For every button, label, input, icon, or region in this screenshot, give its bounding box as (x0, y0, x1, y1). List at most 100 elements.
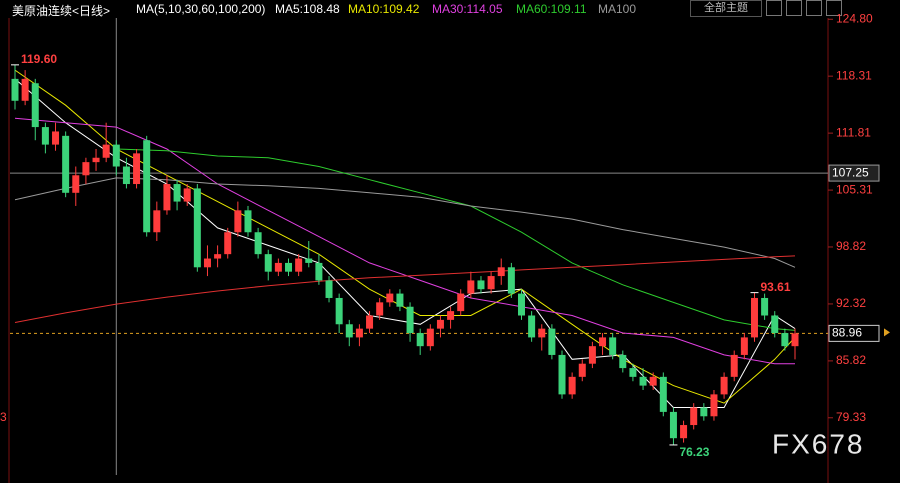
candle-body (599, 337, 607, 347)
candle-body (659, 376, 667, 412)
candle-body (396, 293, 404, 307)
candle-body (568, 376, 576, 395)
ma-line (14, 117, 795, 365)
left-label: 3 (0, 410, 7, 424)
candle-body (234, 210, 242, 233)
crosshair-label-box (828, 164, 880, 182)
theme-button[interactable]: 全部主题 (690, 0, 762, 17)
candle-body (82, 162, 90, 176)
candle-body (274, 262, 282, 272)
icon-button[interactable] (786, 0, 802, 16)
candle-body (203, 258, 211, 268)
icon-button[interactable] (806, 0, 822, 16)
candle-body (183, 188, 191, 202)
candle-body (700, 407, 708, 417)
candle-body (376, 302, 384, 316)
candle-body (791, 333, 799, 347)
candle-body (467, 280, 475, 294)
candle-body (548, 328, 556, 355)
candle-body (639, 376, 647, 386)
candle-body (528, 315, 536, 338)
y-tick-label: 98.82 (836, 239, 866, 253)
last-price-box (828, 324, 880, 342)
candle-body (355, 328, 363, 338)
candle-body (740, 337, 748, 355)
candle-body (761, 297, 769, 316)
icon-button[interactable] (766, 0, 782, 16)
annotation-label: 93.61 (760, 280, 790, 294)
candle-body (649, 376, 657, 386)
y-tick-label: 105.31 (836, 182, 873, 196)
y-tick-label: 85.82 (836, 353, 866, 367)
candle-body (386, 293, 394, 303)
candle-body (578, 363, 586, 377)
watermark: FX678 (772, 428, 865, 459)
candle-body (21, 78, 29, 101)
candle-body (62, 135, 70, 193)
candle-body (720, 376, 728, 395)
ma-readout: MA30:114.05 (432, 2, 503, 16)
ma-line (14, 69, 796, 404)
chart-title: 美原油连续<日线> (12, 4, 111, 18)
candle-body (133, 153, 141, 185)
candle-body (406, 306, 414, 334)
candle-body (345, 324, 353, 338)
candle-body (112, 144, 120, 167)
ma-line (14, 78, 796, 408)
candle-body (163, 184, 171, 211)
candle-body (254, 232, 262, 255)
y-tick-label: 124.80 (836, 11, 873, 25)
candle-body (447, 311, 455, 320)
candle-body (426, 328, 434, 347)
y-tick-label: 79.33 (836, 410, 866, 424)
candle-body (690, 407, 698, 426)
ma-readout: MA60:109.11 (516, 2, 587, 16)
ma-title: MA(5,10,30,60,100,200) (136, 2, 266, 16)
candle-body (285, 262, 293, 272)
candle-body (244, 210, 252, 233)
candle-body (477, 280, 485, 290)
candle-body (264, 254, 272, 272)
candle-body (72, 175, 80, 193)
y-tick-label: 118.31 (836, 68, 872, 82)
header: 美原油连续<日线> MA(5,10,30,60,100,200) MA5:108… (0, 0, 900, 18)
candle-body (335, 297, 343, 325)
y-tick-label: 92.32 (836, 296, 866, 310)
candle-body (122, 166, 130, 185)
candle-body (224, 232, 232, 255)
candle-body (771, 315, 779, 334)
candle-body (305, 258, 313, 263)
candle-body (295, 258, 303, 272)
candle-body (52, 131, 60, 145)
candle-body (710, 394, 718, 417)
crosshair-label: 107.25 (832, 165, 869, 179)
candle-body (629, 368, 637, 377)
candle-body (781, 333, 789, 347)
icon-button[interactable] (826, 0, 842, 16)
candle-body (143, 140, 151, 233)
candle-body (457, 293, 465, 312)
candle-body (507, 267, 515, 294)
candle-body (669, 411, 677, 439)
ma-readout: MA5:108.48 (275, 2, 340, 16)
ma-readout: MA10:109.42 (348, 2, 420, 16)
candle-body (214, 254, 222, 259)
candle-body (619, 354, 627, 369)
candle-body (173, 184, 181, 202)
candle-body (680, 425, 688, 439)
annotation-label: 119.60 (21, 52, 57, 66)
ma-line (14, 255, 796, 323)
candle-body (538, 328, 546, 338)
candle-body (609, 337, 617, 355)
candle-body (416, 333, 424, 347)
candle-body (517, 293, 525, 316)
candle-body (588, 346, 596, 364)
last-price-label: 88.96 (832, 326, 862, 340)
candle-body (31, 83, 39, 128)
candle-body (325, 280, 333, 298)
candle-body (730, 354, 738, 377)
candle-body (193, 188, 201, 268)
candle-body (92, 157, 100, 163)
